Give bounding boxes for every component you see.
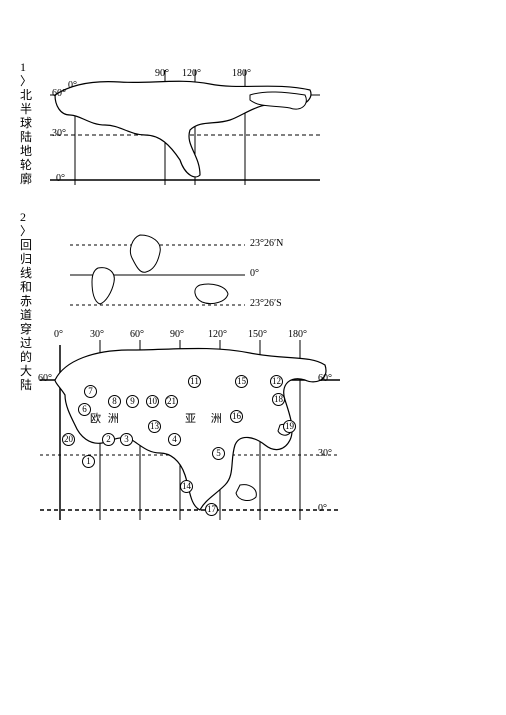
side-char: 道 [20, 308, 32, 322]
tropic-label: 23°26′N [250, 238, 283, 249]
map-tropics: 23°26′N 0° 23°26′S [70, 230, 310, 315]
section-number: 2 [20, 210, 26, 225]
side-char: 穿 [20, 322, 32, 336]
side-char: 陆 [20, 130, 32, 144]
circle-14: 14 [180, 480, 193, 493]
circle-18: 18 [272, 393, 285, 406]
circle-12: 12 [270, 375, 283, 388]
circle-20: 20 [62, 433, 75, 446]
lon-label: 0° [54, 329, 63, 340]
circle-15: 15 [235, 375, 248, 388]
side-char: 轮 [20, 158, 32, 172]
side-char: 〉 [20, 74, 32, 88]
side-char: 的 [20, 350, 32, 364]
side-char: 回 [20, 238, 32, 252]
lat-label: 30° [52, 128, 66, 139]
map-north-hemisphere: 0° 90° 120° 180° 60° 30° 0° [50, 70, 320, 190]
circle-2: 2 [102, 433, 115, 446]
side-char: 归 [20, 252, 32, 266]
map-eurasia: 0° 30° 60° 90° 120° 150° 180° 60° 30° 0°… [40, 325, 340, 525]
circle-7: 7 [84, 385, 97, 398]
lon-label: 30° [90, 329, 104, 340]
region-europe: 欧 洲 [90, 410, 121, 426]
lon-label: 90° [155, 68, 169, 79]
side-char: 大 [20, 364, 32, 378]
side-char: 球 [20, 116, 32, 130]
lat-label: 0° [318, 503, 327, 514]
side-char: 〉 [20, 224, 32, 238]
circle-21: 21 [165, 395, 178, 408]
side-char: 线 [20, 266, 32, 280]
circle-5: 5 [212, 447, 225, 460]
circle-16: 16 [230, 410, 243, 423]
side-char: 半 [20, 102, 32, 116]
circle-8: 8 [108, 395, 121, 408]
lon-label: 0° [68, 80, 77, 91]
circle-10: 10 [146, 395, 159, 408]
side-char: 地 [20, 144, 32, 158]
lat-label: 60° [318, 373, 332, 384]
side-char: 陆 [20, 378, 32, 392]
side-char: 北 [20, 88, 32, 102]
equator-label: 0° [250, 268, 259, 279]
circle-9: 9 [126, 395, 139, 408]
circle-6: 6 [78, 403, 91, 416]
circle-19: 19 [283, 420, 296, 433]
lon-label: 150° [248, 329, 267, 340]
lat-label: 30° [318, 448, 332, 459]
lon-label: 180° [232, 68, 251, 79]
side-char: 过 [20, 336, 32, 350]
section-1-side-text: 〉 北 半 球 陆 地 轮 廓 [20, 74, 32, 186]
lon-label: 60° [130, 329, 144, 340]
section-2-side-text: 〉 回 归 线 和 赤 道 穿 过 的 大 陆 [20, 224, 32, 392]
circle-17: 17 [205, 503, 218, 516]
map-svg [50, 70, 320, 190]
lat-label: 60° [38, 373, 52, 384]
tropic-label: 23°26′S [250, 298, 282, 309]
side-char: 廓 [20, 172, 32, 186]
lon-label: 120° [182, 68, 201, 79]
region-asia: 亚 洲 [185, 410, 228, 426]
circle-3: 3 [120, 433, 133, 446]
lat-label: 60° [52, 88, 66, 99]
circle-4: 4 [168, 433, 181, 446]
circle-13: 13 [148, 420, 161, 433]
circle-1: 1 [82, 455, 95, 468]
side-char: 赤 [20, 294, 32, 308]
side-char: 和 [20, 280, 32, 294]
lat-label: 0° [56, 173, 65, 184]
section-number: 1 [20, 60, 26, 75]
lon-label: 180° [288, 329, 307, 340]
lon-label: 120° [208, 329, 227, 340]
circle-11: 11 [188, 375, 201, 388]
lon-label: 90° [170, 329, 184, 340]
